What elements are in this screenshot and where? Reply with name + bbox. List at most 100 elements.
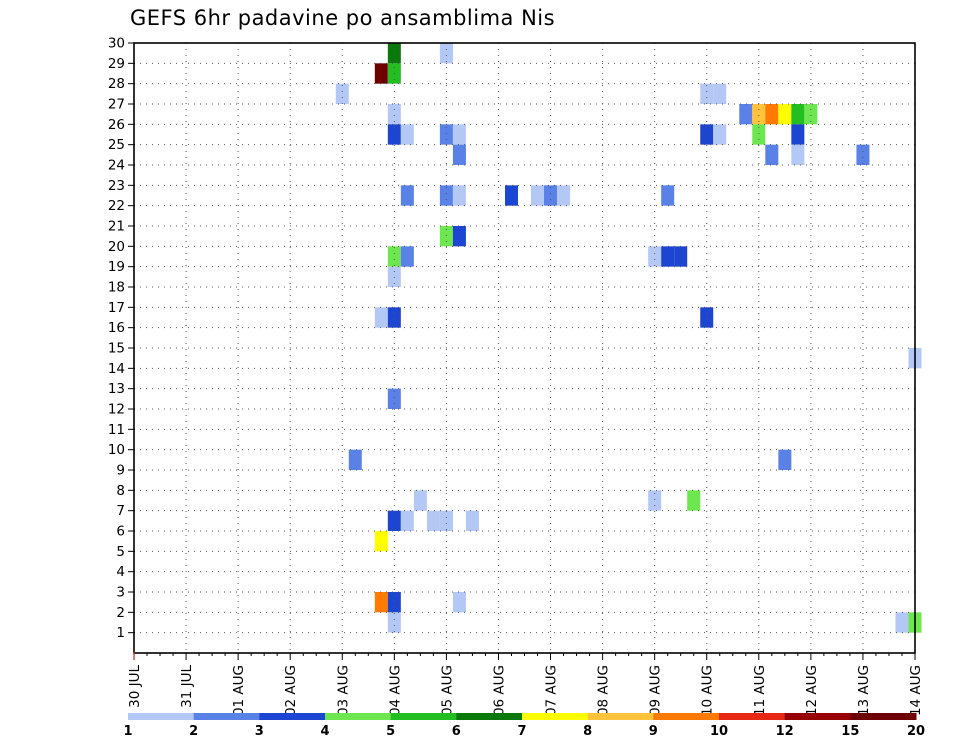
colorbar-segment bbox=[325, 713, 392, 720]
heatmap-cell bbox=[426, 510, 440, 531]
heatmap-cell bbox=[687, 490, 701, 511]
y-tick-label: 2 bbox=[116, 605, 125, 621]
colorbar: 1 2 3 4 5 6 7 8 9 10 12 15 20 bbox=[123, 713, 925, 739]
x-tick-label: 10 AUG bbox=[700, 665, 716, 716]
heatmap-cell bbox=[856, 144, 870, 165]
x-tick-label: 05 AUG bbox=[439, 665, 455, 716]
heatmap-cell bbox=[439, 43, 453, 64]
colorbar-segment bbox=[456, 713, 523, 720]
heatmap-cell bbox=[661, 246, 675, 267]
heatmap-cell bbox=[700, 124, 714, 145]
colorbar-label: 9 bbox=[649, 724, 658, 739]
chart-title: GEFS 6hr padavine po ansamblima Nis bbox=[130, 6, 556, 30]
heatmap-cell bbox=[765, 104, 779, 125]
colorbar-label: 7 bbox=[517, 724, 526, 739]
heatmap-cell bbox=[791, 144, 805, 165]
heatmap-cell bbox=[700, 83, 714, 104]
heatmap-cell bbox=[557, 185, 571, 206]
heatmap-cell bbox=[452, 124, 466, 145]
heatmap-cell bbox=[387, 104, 401, 125]
x-tick-label: 06 AUG bbox=[491, 665, 507, 716]
heatmap-cell bbox=[895, 612, 909, 633]
y-tick-label: 20 bbox=[108, 239, 125, 255]
heatmap-cell bbox=[374, 592, 388, 613]
colorbar-label: 10 bbox=[710, 724, 728, 739]
x-tick-label: 31 JUL bbox=[179, 665, 195, 708]
heatmap-cell bbox=[400, 246, 414, 267]
heatmap-cell bbox=[374, 307, 388, 328]
y-tick-label: 19 bbox=[108, 259, 125, 275]
y-tick-label: 26 bbox=[108, 117, 125, 133]
heatmap-cell bbox=[400, 185, 414, 206]
colorbar-segment bbox=[653, 713, 720, 720]
y-tick-label: 28 bbox=[108, 76, 125, 92]
heatmap-cell bbox=[387, 612, 401, 633]
x-tick-label: 08 AUG bbox=[596, 665, 612, 716]
heatmap-cell bbox=[452, 185, 466, 206]
heatmap-cell bbox=[648, 246, 662, 267]
colorbar-segment bbox=[522, 713, 589, 720]
y-tick-label: 1 bbox=[116, 625, 125, 641]
heatmap-cell bbox=[713, 124, 727, 145]
y-tick-label: 29 bbox=[108, 56, 125, 72]
colorbar-label: 4 bbox=[320, 724, 329, 739]
heatmap-cell bbox=[791, 124, 805, 145]
colorbar-segment bbox=[390, 713, 457, 720]
colorbar-segment bbox=[587, 713, 654, 720]
y-tick-label: 7 bbox=[116, 503, 125, 519]
heatmap-cell bbox=[804, 104, 818, 125]
colorbar-label: 6 bbox=[452, 724, 461, 739]
heatmap-cell bbox=[387, 592, 401, 613]
colorbar-segment bbox=[850, 713, 917, 720]
y-tick-label: 16 bbox=[108, 320, 125, 336]
heatmap-cell bbox=[465, 510, 479, 531]
heatmap-cell bbox=[700, 307, 714, 328]
colorbar-segment bbox=[128, 713, 195, 720]
heatmap-cell bbox=[452, 144, 466, 165]
heatmap-cell bbox=[387, 307, 401, 328]
heatmap-cell bbox=[374, 63, 388, 84]
y-tick-label: 12 bbox=[108, 402, 125, 418]
heatmap-cell bbox=[752, 104, 766, 125]
y-tick-label: 6 bbox=[116, 524, 125, 540]
y-tick-label: 15 bbox=[108, 341, 125, 357]
y-tick-label: 8 bbox=[116, 483, 125, 499]
colorbar-segment bbox=[193, 713, 260, 720]
heatmap-cell bbox=[739, 104, 753, 125]
x-tick-label: 04 AUG bbox=[387, 665, 403, 716]
y-axis: 1234567891011121314151617181920212223242… bbox=[108, 36, 134, 641]
y-tick-label: 27 bbox=[108, 97, 125, 113]
y-tick-label: 22 bbox=[108, 198, 125, 214]
x-tick-label: 30 JUL bbox=[127, 665, 143, 708]
heatmap-cell bbox=[778, 449, 792, 470]
heatmap-cell bbox=[504, 185, 518, 206]
heatmap-cell bbox=[387, 388, 401, 409]
heatmap-cell bbox=[439, 124, 453, 145]
heatmap-cell bbox=[452, 226, 466, 247]
colorbar-label: 1 bbox=[123, 724, 132, 739]
x-tick-label: 03 AUG bbox=[335, 665, 351, 716]
y-tick-label: 14 bbox=[108, 361, 125, 377]
heatmap-cell bbox=[387, 43, 401, 64]
x-tick-label: 07 AUG bbox=[544, 665, 560, 716]
colorbar-label: 12 bbox=[776, 724, 794, 739]
x-tick-label: 11 AUG bbox=[752, 665, 768, 716]
heatmap-cell bbox=[387, 246, 401, 267]
y-tick-label: 30 bbox=[108, 36, 125, 52]
colorbar-label: 20 bbox=[907, 724, 925, 739]
heatmap-cell bbox=[439, 226, 453, 247]
x-tick-label: 12 AUG bbox=[804, 665, 820, 716]
colorbar-segment bbox=[784, 713, 851, 720]
y-tick-label: 23 bbox=[108, 178, 125, 194]
x-tick-label: 01 AUG bbox=[231, 665, 247, 716]
x-tick-label: 09 AUG bbox=[648, 665, 664, 716]
y-tick-label: 4 bbox=[116, 564, 125, 580]
heatmap-cell bbox=[713, 83, 727, 104]
heatmap-cell bbox=[765, 144, 779, 165]
heatmap-cell bbox=[752, 124, 766, 145]
y-tick-label: 25 bbox=[108, 137, 125, 153]
y-tick-label: 11 bbox=[108, 422, 125, 438]
y-tick-label: 17 bbox=[108, 300, 125, 316]
colorbar-label: 15 bbox=[841, 724, 859, 739]
colorbar-label: 3 bbox=[255, 724, 264, 739]
